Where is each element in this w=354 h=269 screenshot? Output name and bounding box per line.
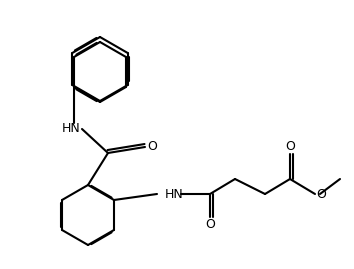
Text: O: O [285,140,295,153]
Text: HN: HN [62,122,80,136]
Text: O: O [316,187,326,200]
Text: O: O [205,218,215,232]
Text: HN: HN [165,187,184,200]
Text: O: O [147,140,157,154]
